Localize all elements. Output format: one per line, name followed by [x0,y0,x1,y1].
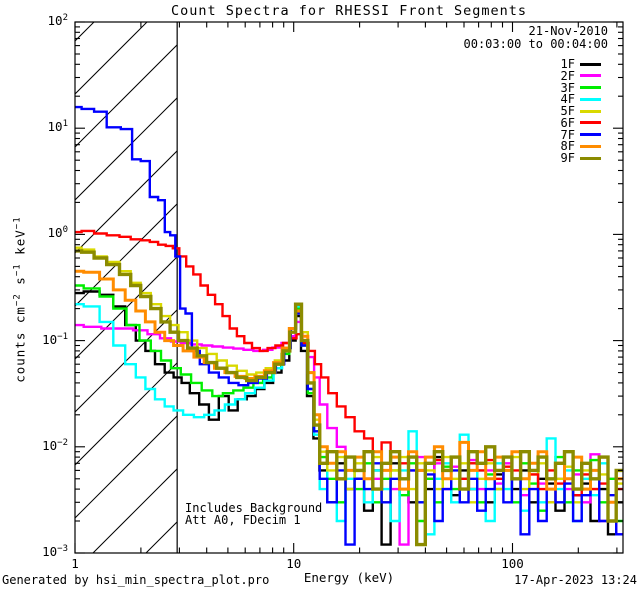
axis-ticks [74,21,623,554]
x-axis-label: Energy (keV) [303,570,395,585]
curve-5F [75,246,623,504]
legend-label-6F: 6F [560,115,575,130]
plot-box [74,21,624,554]
legend-label-9F: 9F [560,151,575,165]
generated-by-text: Generated by hsi_min_spectra_plot.pro [2,573,270,587]
observation-time-range: 00:03:00 to 00:04:00 [463,37,609,51]
legend-line-4F [580,97,601,101]
render-timestamp: 17-Apr-2023 13:24 [514,573,637,587]
y-tick-label-1e0: 100 [47,225,68,241]
x-tick-label-10: 10 [286,556,302,571]
y-tick-label-1e-3: 10−3 [42,544,68,560]
curve-9F [75,249,623,547]
legend-label-5F: 5F [560,104,575,118]
y-tick-label-1e-2: 10−2 [42,437,68,453]
note-includes-background: Includes Background [185,501,323,515]
legend-line-5F [580,109,601,113]
x-tick-label-100: 100 [501,556,524,571]
note-attenuator-state: Att A0, FDecim 1 [185,513,301,527]
curve-6F [75,229,623,504]
observation-date: 21-Nov-2010 [528,24,608,38]
curve-8F [75,269,623,504]
y-axis-label: counts cm−2 s−1 keV−1 [12,216,28,383]
legend-label-4F: 4F [560,92,575,107]
legend-label-8F: 8F [560,139,575,154]
legend-line-8F [580,144,601,148]
legend-label-3F: 3F [560,80,575,95]
x-tick-label-1: 1 [71,556,79,571]
y-tick-label-1e-1: 10−1 [42,331,68,347]
legend-label-2F: 2F [560,68,575,83]
legend-label-1F: 1F [560,57,575,71]
legend-line-1F [580,62,601,66]
legend-line-2F [580,74,601,78]
page-title: Count Spectra for RHESSI Front Segments [171,3,527,19]
y-tick-label-1e1: 101 [47,119,68,135]
legend-line-7F [580,133,601,136]
legend-label-7F: 7F [560,127,575,142]
legend-line-9F [580,156,601,160]
curve-4F [75,303,623,536]
legend-line-6F [580,121,601,125]
legend-line-3F [580,86,601,89]
curve-7F [75,105,623,546]
spectra-curves [75,105,623,547]
y-tick-label-1e2: 102 [47,13,68,29]
